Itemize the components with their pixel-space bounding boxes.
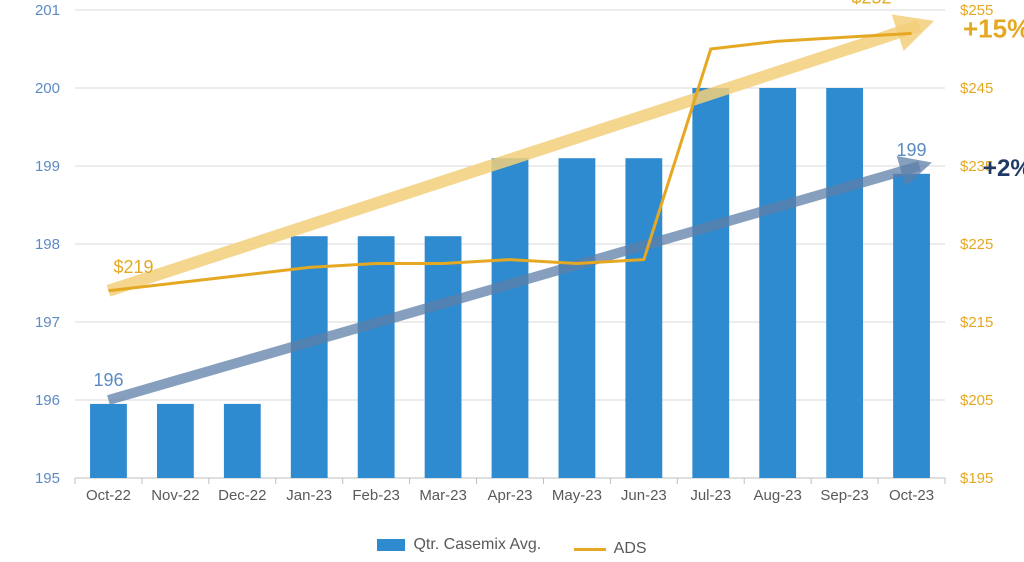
bar — [759, 88, 796, 478]
line-swatch-icon — [574, 548, 606, 551]
svg-text:200: 200 — [35, 80, 60, 97]
x-axis-label: Oct-23 — [889, 487, 934, 504]
bar — [559, 158, 596, 478]
line-end-label: $252 — [852, 0, 892, 7]
x-axis-label: Sep-23 — [820, 487, 868, 504]
trend-label-gold: +15% — [963, 14, 1024, 44]
bar — [224, 404, 261, 478]
legend-item-line: ADS — [574, 540, 647, 558]
bar — [291, 236, 328, 478]
legend: Qtr. Casemix Avg. ADS — [0, 536, 1024, 559]
svg-text:196: 196 — [35, 392, 60, 409]
bar-end-label: 199 — [897, 140, 927, 160]
svg-text:$205: $205 — [960, 392, 993, 409]
legend-line-label: ADS — [614, 540, 647, 558]
x-axis-label: Mar-23 — [419, 487, 467, 504]
x-axis-label: Dec-22 — [218, 487, 266, 504]
trend-label-blue: +2% — [983, 155, 1024, 182]
bar — [90, 404, 127, 478]
bar — [625, 158, 662, 478]
line-start-label: $219 — [113, 257, 153, 277]
bar — [425, 236, 462, 478]
svg-text:$245: $245 — [960, 80, 993, 97]
x-axis-label: Apr-23 — [487, 487, 532, 504]
bar-swatch-icon — [377, 539, 405, 551]
svg-text:198: 198 — [35, 236, 60, 253]
x-axis-label: Jul-23 — [690, 487, 731, 504]
bar — [492, 158, 529, 478]
svg-text:201: 201 — [35, 2, 60, 19]
x-axis-label: Jun-23 — [621, 487, 667, 504]
x-axis-label: Feb-23 — [352, 487, 400, 504]
legend-item-bars: Qtr. Casemix Avg. — [377, 536, 541, 554]
x-axis-label: Nov-22 — [151, 487, 199, 504]
svg-text:$225: $225 — [960, 236, 993, 253]
bar-start-label: 196 — [93, 370, 123, 390]
combo-chart: 195196197198199200201$195$205$215$225$23… — [0, 0, 1024, 562]
x-axis-label: Jan-23 — [286, 487, 332, 504]
svg-text:$215: $215 — [960, 314, 993, 331]
legend-bar-label: Qtr. Casemix Avg. — [413, 536, 541, 554]
bar — [157, 404, 194, 478]
svg-text:$195: $195 — [960, 470, 993, 487]
x-axis-label: May-23 — [552, 487, 602, 504]
x-axis-label: Oct-22 — [86, 487, 131, 504]
bar — [826, 88, 863, 478]
svg-text:195: 195 — [35, 470, 60, 487]
x-axis-label: Aug-23 — [754, 487, 802, 504]
svg-text:197: 197 — [35, 314, 60, 331]
chart-container: 195196197198199200201$195$205$215$225$23… — [0, 0, 1024, 562]
bar — [692, 88, 729, 478]
bar — [358, 236, 395, 478]
svg-text:199: 199 — [35, 158, 60, 175]
bar — [893, 174, 930, 478]
